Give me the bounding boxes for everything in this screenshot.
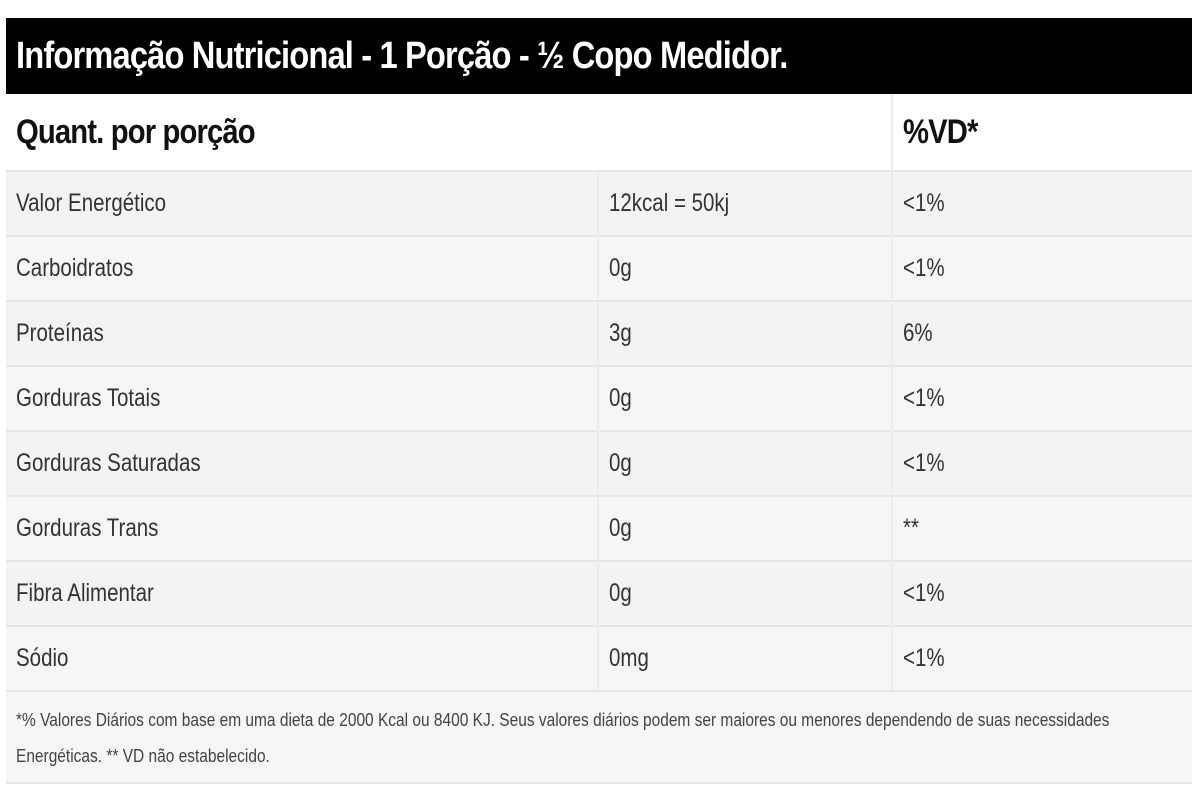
- nutrient-amount: 12kcal = 50kj: [597, 170, 892, 236]
- nutrient-amount: 0mg: [597, 625, 892, 690]
- footnote-line-1: *% Valores Diários com base em uma dieta…: [16, 710, 1110, 730]
- nutrient-name: Carboidratos: [6, 235, 598, 301]
- nutrient-vd: <1%: [891, 560, 1192, 626]
- header-quantity-per-serving: Quant. por porção: [6, 94, 892, 171]
- nutrient-name: Sódio: [6, 625, 598, 690]
- table-row: Fibra Alimentar 0g <1%: [6, 560, 1192, 626]
- nutrient-vd: **: [891, 495, 1192, 561]
- nutrient-amount: 0g: [597, 560, 892, 626]
- nutrient-amount: 0g: [597, 430, 892, 496]
- nutrient-vd: <1%: [891, 235, 1192, 301]
- table-row: Proteínas 3g 6%: [6, 300, 1192, 366]
- table-row: Valor Energético 12kcal = 50kj <1%: [6, 170, 1192, 236]
- nutrient-vd: <1%: [891, 365, 1192, 431]
- nutrient-vd: <1%: [891, 170, 1192, 236]
- nutrition-facts-table-container: Informação Nutricional - 1 Porção - ½ Co…: [6, 18, 1192, 784]
- nutrition-title-bar: Informação Nutricional - 1 Porção - ½ Co…: [6, 18, 1192, 94]
- nutrient-vd: <1%: [891, 430, 1192, 496]
- table-row: Carboidratos 0g <1%: [6, 235, 1192, 301]
- nutrient-name: Fibra Alimentar: [6, 560, 598, 626]
- nutrient-amount: 0g: [597, 495, 892, 561]
- footnote-line-2: Energéticas. ** VD não estabelecido.: [16, 746, 270, 766]
- nutrient-amount: 3g: [597, 300, 892, 366]
- nutrition-table: Quant. por porção %VD* Valor Energético …: [6, 94, 1192, 690]
- nutrient-name: Gorduras Saturadas: [6, 430, 598, 496]
- nutrient-amount: 0g: [597, 365, 892, 431]
- table-row: Gorduras Trans 0g **: [6, 495, 1192, 561]
- table-header-row: Quant. por porção %VD*: [6, 94, 1192, 171]
- table-row: Sódio 0mg <1%: [6, 625, 1192, 690]
- nutrient-name: Valor Energético: [6, 170, 598, 236]
- table-row: Gorduras Totais 0g <1%: [6, 365, 1192, 431]
- nutrition-footnote: *% Valores Diários com base em uma dieta…: [6, 690, 1192, 784]
- nutrient-name: Proteínas: [6, 300, 598, 366]
- nutrient-vd: <1%: [891, 625, 1192, 690]
- nutrient-name: Gorduras Trans: [6, 495, 598, 561]
- nutrient-vd: 6%: [891, 300, 1192, 366]
- nutrient-amount: 0g: [597, 235, 892, 301]
- nutrient-name: Gorduras Totais: [6, 365, 598, 431]
- nutrition-title: Informação Nutricional - 1 Porção - ½ Co…: [16, 34, 788, 77]
- table-row: Gorduras Saturadas 0g <1%: [6, 430, 1192, 496]
- header-daily-value: %VD*: [891, 94, 1192, 171]
